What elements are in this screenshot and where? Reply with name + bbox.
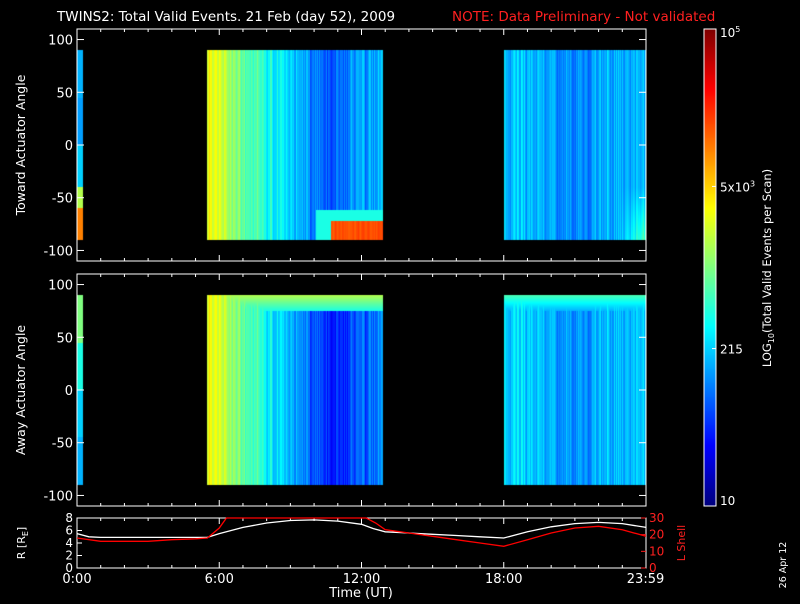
away-panel: 100 50 0 -50 -100 Away Actuator Angle	[13, 273, 647, 507]
y-tick-label: -100	[43, 244, 73, 259]
colorbar-ticks: 10 215 5x103 105	[712, 25, 755, 508]
away-heatmap-image	[77, 274, 646, 506]
y-tick-label: 0	[65, 384, 73, 399]
y-tick-label: 50	[56, 86, 73, 101]
r-tick-label: 6	[65, 524, 73, 538]
away-y-axis-label: Away Actuator Angle	[13, 325, 28, 456]
colorbar: 10 215 5x103 105 LOG10(Total Valid Events p…	[703, 25, 776, 508]
colorbar-gradient	[704, 29, 716, 506]
x-tick-label: 6:00	[205, 572, 234, 587]
toward-x-ticks	[76, 29, 647, 261]
x-tick-label: 23:59	[627, 572, 664, 587]
r-tick-label: 0	[65, 561, 73, 575]
l-tick-label: 20	[649, 528, 664, 542]
y-tick-label: -50	[52, 192, 73, 207]
x-tick-label: 18:00	[485, 572, 522, 587]
orbit-x-ticks: 0:00 6:00 12:00 18:00 23:59	[62, 518, 664, 587]
l-shell-series-line	[76, 517, 647, 547]
colorbar-label: LOG10(Total Valid Events per Scan)	[760, 169, 776, 367]
l-tick-label: 10	[649, 544, 664, 558]
toward-y-ticks: 100 50 0 -50 -100	[43, 34, 646, 259]
l-tick-label: 30	[649, 511, 664, 525]
x-axis-label: Time (UT)	[328, 586, 393, 600]
y-tick-label: -100	[43, 489, 73, 504]
away-y-ticks: 100 50 0 -50 -100	[43, 279, 646, 504]
y-tick-label: -50	[52, 437, 73, 452]
r-series-line	[76, 519, 647, 539]
orbit-right-ticks: 0 10 20 30	[641, 511, 664, 575]
r-tick-label: 2	[65, 549, 73, 563]
toward-heatmap-image	[77, 29, 646, 261]
date-stamp: 26 Apr 12	[778, 542, 789, 589]
colorbar-tick-label: 215	[720, 343, 743, 357]
r-tick-label: 8	[65, 511, 73, 525]
y-tick-label: 100	[48, 279, 73, 294]
y-tick-label: 0	[65, 139, 73, 154]
preliminary-note: NOTE: Data Preliminary - Not validated	[452, 9, 715, 25]
y-tick-label: 50	[56, 331, 73, 346]
x-tick-label: 0:00	[62, 572, 91, 587]
toward-panel: 100 50 0 -50 -100 Toward Actuator Angle	[13, 28, 647, 262]
l-shell-axis-label: L Shell	[675, 525, 688, 561]
away-x-ticks	[76, 274, 647, 506]
colorbar-tick-label: 105	[720, 25, 740, 40]
x-tick-label: 12:00	[343, 572, 380, 587]
colorbar-tick-label: 5x103	[720, 179, 755, 194]
colorbar-frame	[703, 28, 717, 507]
figure-title: TWINS2: Total Valid Events. 21 Feb (day …	[56, 9, 395, 25]
r-tick-label: 4	[65, 536, 73, 550]
y-tick-label: 100	[48, 34, 73, 49]
r-axis-label: R [RE]	[15, 527, 30, 559]
colorbar-tick-label: 10	[720, 494, 735, 508]
l-tick-label: 0	[649, 561, 657, 575]
toward-y-axis-label: Toward Actuator Angle	[13, 74, 28, 216]
